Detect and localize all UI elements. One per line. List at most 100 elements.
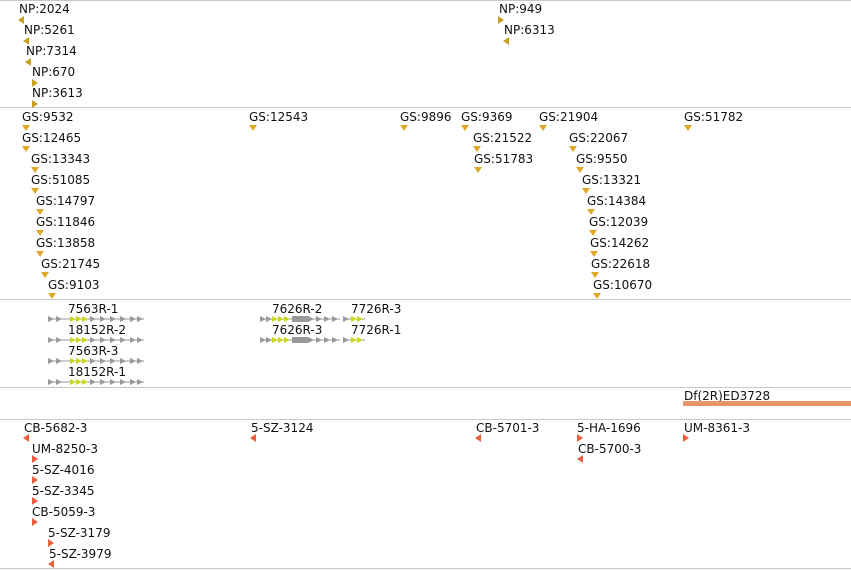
transposon-label: 5-SZ-3124	[251, 421, 314, 435]
gene-model[interactable]: 18152R-1	[48, 365, 144, 386]
gs-label: GS:14797	[36, 194, 96, 208]
gene-label: 18152R-1	[68, 365, 126, 379]
transposon-label: UM-8250-3	[32, 442, 98, 456]
np-left-marker-icon	[503, 37, 509, 45]
transposon-right-marker-icon	[48, 539, 54, 547]
gene-arrow-glyph	[48, 337, 144, 343]
gs-marker-icon	[22, 125, 30, 131]
transposon-right-marker-icon	[32, 497, 38, 505]
transposon-right-marker-icon	[577, 434, 583, 442]
gs-marker-icon	[249, 125, 257, 131]
np-label: NP:2024	[19, 2, 70, 16]
np-left-marker-icon	[25, 58, 31, 66]
deficiency-bar	[683, 401, 851, 406]
transposon-label: CB-5682-3	[24, 421, 88, 435]
gene-label: 7626R-2	[272, 302, 323, 316]
gene-arrow-glyph	[343, 316, 365, 322]
track-separator-bottom	[0, 568, 851, 569]
gs-label: GS:9103	[48, 278, 100, 292]
gs-label: GS:13343	[31, 152, 91, 166]
track-separator-top	[0, 0, 851, 1]
deficiency-label: Df(2R)ED3728	[684, 389, 771, 403]
gs-marker-icon	[590, 251, 598, 257]
gs-marker-icon	[576, 167, 584, 173]
gs-marker-icon	[473, 146, 481, 152]
np-right-marker-icon	[32, 100, 38, 108]
gene-arrow-glyph	[260, 316, 340, 322]
gs-label: GS:12039	[589, 215, 649, 229]
gs-marker-icon	[400, 125, 408, 131]
gs-label: GS:13321	[582, 173, 642, 187]
gs-label: GS:21522	[473, 131, 533, 145]
transposon-label: 5-SZ-4016	[32, 463, 95, 477]
transposon-right-marker-icon	[683, 434, 689, 442]
gene-model[interactable]: 7563R-3	[48, 344, 144, 365]
gs-label: GS:9369	[461, 110, 513, 124]
gs-label: GS:9896	[400, 110, 452, 124]
gene-arrow-glyph	[48, 316, 144, 322]
transposon-left-marker-icon	[475, 434, 481, 442]
gs-marker-icon	[539, 125, 547, 131]
gs-label: GS:51782	[684, 110, 744, 124]
gs-marker-icon	[591, 272, 599, 278]
gs-marker-icon	[461, 125, 469, 131]
np-right-marker-icon	[498, 16, 504, 24]
gs-label: GS:9550	[576, 152, 628, 166]
gs-marker-icon	[31, 188, 39, 194]
np-label: NP:7314	[26, 44, 77, 58]
np-label: NP:949	[499, 2, 543, 16]
gene-model[interactable]: 7626R-3	[260, 323, 340, 344]
gs-marker-icon	[22, 146, 30, 152]
transposon-left-marker-icon	[48, 560, 54, 568]
gene-arrow-glyph	[48, 358, 144, 364]
np-right-marker-icon	[32, 79, 38, 87]
track-separator-df-transposons	[0, 419, 851, 420]
gs-marker-icon	[593, 293, 601, 299]
gs-marker-icon	[587, 209, 595, 215]
np-label: NP:6313	[504, 23, 555, 37]
transposon-right-marker-icon	[32, 518, 38, 526]
gs-label: GS:10670	[593, 278, 653, 292]
transposon-left-marker-icon	[577, 455, 583, 463]
gs-label: GS:22618	[591, 257, 651, 271]
np-left-marker-icon	[23, 37, 29, 45]
transposon-left-marker-icon	[250, 434, 256, 442]
track-separator-gs-genes	[0, 299, 851, 300]
gene-model[interactable]: 7563R-1	[48, 302, 144, 323]
np-label: NP:3613	[32, 86, 83, 100]
gs-marker-icon	[589, 230, 597, 236]
gene-model[interactable]: 18152R-2	[48, 323, 144, 344]
gene-label: 7563R-3	[68, 344, 119, 358]
transposon-label: 5-SZ-3179	[48, 526, 111, 540]
gs-label: GS:14384	[587, 194, 647, 208]
gene-arrow-glyph	[260, 337, 340, 343]
gs-marker-icon	[41, 272, 49, 278]
gs-marker-icon	[474, 167, 482, 173]
gene-label: 7626R-3	[272, 323, 323, 337]
gs-marker-icon	[48, 293, 56, 299]
gs-label: GS:12543	[249, 110, 309, 124]
gs-label: GS:22067	[569, 131, 629, 145]
gs-label: GS:9532	[22, 110, 74, 124]
gene-label: 18152R-2	[68, 323, 126, 337]
gs-marker-icon	[36, 230, 44, 236]
gs-label: GS:11846	[36, 215, 96, 229]
transposon-label: 5-SZ-3979	[49, 547, 112, 561]
track-separator-np-gs	[0, 107, 851, 108]
gene-label: 7726R-1	[351, 323, 402, 337]
gs-label: GS:13858	[36, 236, 96, 250]
gs-label: GS:14262	[590, 236, 650, 250]
np-label: NP:670	[32, 65, 76, 79]
gs-label: GS:21745	[41, 257, 101, 271]
gs-label: GS:12465	[22, 131, 82, 145]
gene-model[interactable]: 7726R-3	[343, 302, 413, 323]
gs-marker-icon	[36, 209, 44, 215]
gene-model[interactable]: 7726R-1	[343, 323, 413, 344]
transposon-label: UM-8361-3	[684, 421, 750, 435]
gene-arrow-glyph	[48, 379, 144, 385]
gene-model[interactable]: 7626R-2	[260, 302, 340, 323]
gs-label: GS:21904	[539, 110, 599, 124]
gs-marker-icon	[684, 125, 692, 131]
gs-label: GS:51085	[31, 173, 91, 187]
deficiency-feature[interactable]: Df(2R)ED3728	[683, 389, 851, 409]
